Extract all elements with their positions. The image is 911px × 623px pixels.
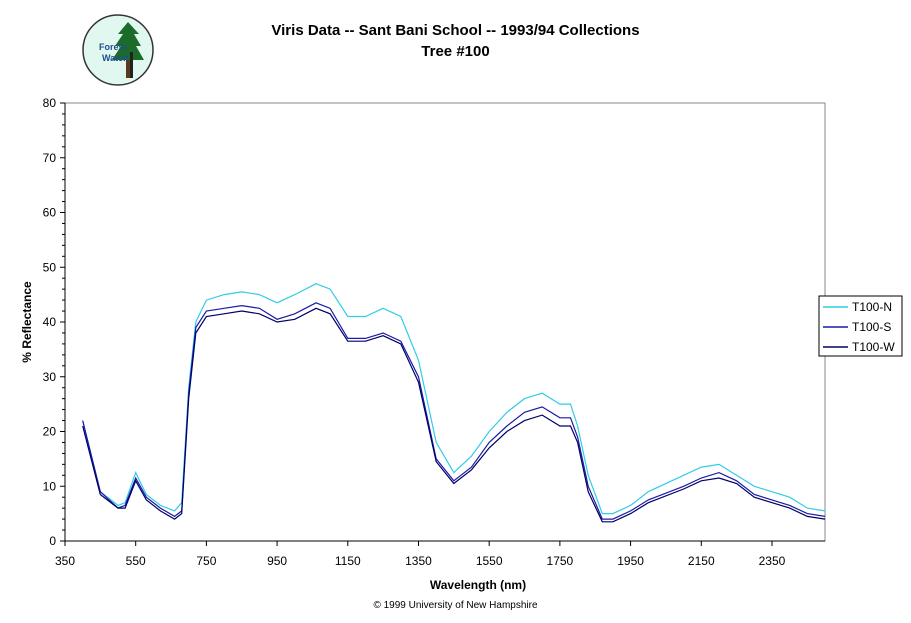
series-line-t100-n: [82, 283, 826, 515]
legend-label: T100-S: [852, 320, 891, 334]
x-tick-label: 550: [126, 554, 146, 568]
y-tick-label: 70: [43, 151, 57, 165]
x-tick-label: 750: [196, 554, 216, 568]
y-axis-label: % Reflectance: [20, 281, 34, 363]
chart-subtitle: Tree #100: [421, 43, 490, 60]
series-line-t100-w: [82, 307, 826, 523]
y-tick-label: 30: [43, 370, 57, 384]
y-tick-label: 40: [43, 315, 57, 329]
y-tick-label: 20: [43, 425, 57, 439]
y-tick-label: 50: [43, 260, 57, 274]
legend: T100-N T100-S T100-W: [818, 295, 903, 357]
x-tick-label: 1150: [335, 554, 361, 568]
x-tick-label: 950: [267, 554, 287, 568]
x-tick-label: 1350: [405, 554, 432, 568]
x-tick-label: 1750: [547, 554, 574, 568]
x-tick-label: 1550: [476, 554, 503, 568]
logo-text-forest: Forest: [99, 42, 127, 52]
y-tick-label: 0: [49, 534, 56, 548]
x-tick-label: 2150: [688, 554, 715, 568]
x-tick-label: 1950: [617, 554, 644, 568]
y-tick-label: 10: [43, 479, 57, 493]
copyright-text: © 1999 University of New Hampshire: [373, 600, 538, 611]
x-tick-label: 350: [55, 554, 75, 568]
y-tick-label: 80: [43, 96, 57, 110]
logo-text-watch: Watch: [102, 53, 129, 63]
chart-title: Viris Data -- Sant Bani School -- 1993/9…: [271, 22, 640, 39]
legend-box: [818, 295, 903, 357]
forest-watch-logo: Forest Watch: [82, 14, 154, 86]
y-tick-label: 60: [43, 206, 57, 220]
series-line-t100-s: [82, 302, 826, 520]
x-axis-label: Wavelength (nm): [430, 578, 526, 592]
legend-label: T100-W: [852, 340, 895, 354]
legend-label: T100-N: [852, 300, 892, 314]
x-tick-label: 2350: [759, 554, 786, 568]
